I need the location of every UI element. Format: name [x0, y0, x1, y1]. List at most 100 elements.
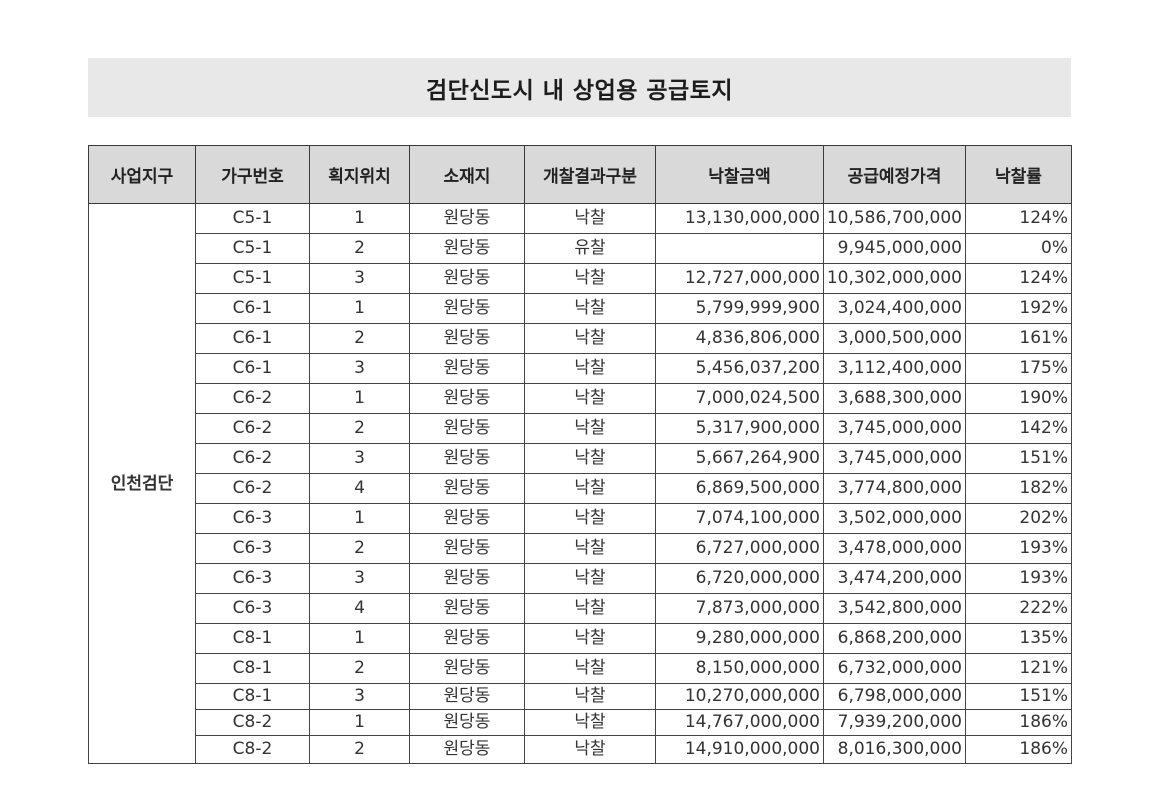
- lot-cell: 4: [309, 473, 410, 504]
- location-cell: 원당동: [409, 735, 525, 764]
- bid-amount-cell: 6,720,000,000: [655, 563, 824, 594]
- location-cell: 원당동: [409, 413, 525, 444]
- bid-amount-cell: 7,873,000,000: [655, 593, 824, 624]
- block-cell: C5-1: [195, 233, 310, 264]
- table-row: C6-2 2 원당동 낙찰 5,317,900,000 3,745,000,000 142%: [89, 413, 1072, 444]
- bid-rate-cell: 193%: [965, 563, 1072, 594]
- bid-amount-cell: 9,280,000,000: [655, 623, 824, 654]
- title-bar: 검단신도시 내 상업용 공급토지: [88, 58, 1071, 117]
- table-row: C6-2 4 원당동 낙찰 6,869,500,000 3,774,800,000 182%: [89, 473, 1072, 504]
- bid-amount-cell: 5,456,037,200: [655, 353, 824, 384]
- planned-price-cell: 3,478,000,000: [823, 533, 966, 564]
- bid-amount-cell: 5,667,264,900: [655, 443, 824, 474]
- planned-price-cell: 8,016,300,000: [823, 735, 966, 764]
- bid-rate-cell: 202%: [965, 503, 1072, 534]
- lot-cell: 3: [309, 353, 410, 384]
- header-block: 가구번호: [195, 145, 310, 204]
- block-cell: C6-3: [195, 503, 310, 534]
- planned-price-cell: 3,024,400,000: [823, 293, 966, 324]
- bid-rate-cell: 124%: [965, 203, 1072, 234]
- header-row: 사업지구 가구번호 획지위치 소재지 개찰결과구분 낙찰금액 공급예정가격 낙찰…: [88, 145, 1072, 204]
- block-cell: C6-2: [195, 383, 310, 414]
- result-cell: 낙찰: [524, 323, 656, 354]
- bid-amount-cell: 6,727,000,000: [655, 533, 824, 564]
- bid-rate-cell: 121%: [965, 653, 1072, 684]
- result-cell: 낙찰: [524, 443, 656, 474]
- lot-cell: 2: [309, 653, 410, 684]
- location-cell: 원당동: [409, 443, 525, 474]
- bid-amount-cell: 5,317,900,000: [655, 413, 824, 444]
- result-cell: 낙찰: [524, 413, 656, 444]
- bid-amount-cell: 10,270,000,000: [655, 683, 824, 710]
- block-cell: C8-1: [195, 683, 310, 710]
- planned-price-cell: 3,745,000,000: [823, 443, 966, 474]
- bid-rate-cell: 182%: [965, 473, 1072, 504]
- lot-cell: 3: [309, 263, 410, 294]
- header-location: 소재지: [409, 145, 525, 204]
- result-cell: 낙찰: [524, 383, 656, 414]
- lot-cell: 2: [309, 233, 410, 264]
- header-bid-rate: 낙찰률: [965, 145, 1072, 204]
- result-cell: 낙찰: [524, 353, 656, 384]
- planned-price-cell: 3,774,800,000: [823, 473, 966, 504]
- table-row: C8-1 3 원당동 낙찰 10,270,000,000 6,798,000,000 151…: [89, 683, 1072, 710]
- block-cell: C6-3: [195, 533, 310, 564]
- bid-rate-cell: 135%: [965, 623, 1072, 654]
- lot-cell: 3: [309, 443, 410, 474]
- bid-amount-cell: [655, 233, 824, 264]
- header-planned-price: 공급예정가격: [823, 145, 966, 204]
- lot-cell: 1: [309, 623, 410, 654]
- lot-cell: 3: [309, 683, 410, 710]
- result-cell: 낙찰: [524, 203, 656, 234]
- district-cell: 인천검단: [88, 203, 196, 764]
- block-cell: C8-2: [195, 735, 310, 764]
- lot-cell: 1: [309, 383, 410, 414]
- bid-rate-cell: 124%: [965, 263, 1072, 294]
- result-cell: 낙찰: [524, 709, 656, 736]
- bid-rate-cell: 175%: [965, 353, 1072, 384]
- block-cell: C6-3: [195, 563, 310, 594]
- table-row: C6-1 1 원당동 낙찰 5,799,999,900 3,024,400,000 192%: [89, 293, 1072, 324]
- location-cell: 원당동: [409, 563, 525, 594]
- planned-price-cell: 3,112,400,000: [823, 353, 966, 384]
- block-cell: C6-2: [195, 413, 310, 444]
- result-cell: 낙찰: [524, 593, 656, 624]
- header-bid-amount: 낙찰금액: [655, 145, 824, 204]
- bid-rate-cell: 0%: [965, 233, 1072, 264]
- planned-price-cell: 3,542,800,000: [823, 593, 966, 624]
- location-cell: 원당동: [409, 503, 525, 534]
- table-row: C6-1 2 원당동 낙찰 4,836,806,000 3,000,500,000 161%: [89, 323, 1072, 354]
- planned-price-cell: 3,502,000,000: [823, 503, 966, 534]
- result-cell: 낙찰: [524, 533, 656, 564]
- lot-cell: 1: [309, 293, 410, 324]
- location-cell: 원당동: [409, 383, 525, 414]
- bid-amount-cell: 7,000,024,500: [655, 383, 824, 414]
- location-cell: 원당동: [409, 623, 525, 654]
- table-row: C8-2 2 원당동 낙찰 14,910,000,000 8,016,300,000 186…: [89, 735, 1072, 764]
- location-cell: 원당동: [409, 683, 525, 710]
- planned-price-cell: 6,798,000,000: [823, 683, 966, 710]
- bid-amount-cell: 13,130,000,000: [655, 203, 824, 234]
- location-cell: 원당동: [409, 653, 525, 684]
- lot-cell: 1: [309, 203, 410, 234]
- bid-rate-cell: 186%: [965, 709, 1072, 736]
- bid-rate-cell: 222%: [965, 593, 1072, 624]
- supply-land-table: 사업지구 가구번호 획지위치 소재지 개찰결과구분 낙찰금액 공급예정가격 낙찰…: [88, 145, 1072, 764]
- bid-rate-cell: 190%: [965, 383, 1072, 414]
- planned-price-cell: 10,586,700,000: [823, 203, 966, 234]
- planned-price-cell: 9,945,000,000: [823, 233, 966, 264]
- bid-amount-cell: 12,727,000,000: [655, 263, 824, 294]
- table-row: C6-3 2 원당동 낙찰 6,727,000,000 3,478,000,000 193%: [89, 533, 1072, 564]
- location-cell: 원당동: [409, 593, 525, 624]
- block-cell: C5-1: [195, 263, 310, 294]
- table-row: C6-3 3 원당동 낙찰 6,720,000,000 3,474,200,000 193%: [89, 563, 1072, 594]
- bid-rate-cell: 192%: [965, 293, 1072, 324]
- bid-amount-cell: 8,150,000,000: [655, 653, 824, 684]
- bid-amount-cell: 4,836,806,000: [655, 323, 824, 354]
- table-row: C5-1 3 원당동 낙찰 12,727,000,000 10,302,000,000 12…: [89, 263, 1072, 294]
- lot-cell: 3: [309, 563, 410, 594]
- location-cell: 원당동: [409, 709, 525, 736]
- lot-cell: 2: [309, 533, 410, 564]
- result-cell: 낙찰: [524, 473, 656, 504]
- location-cell: 원당동: [409, 293, 525, 324]
